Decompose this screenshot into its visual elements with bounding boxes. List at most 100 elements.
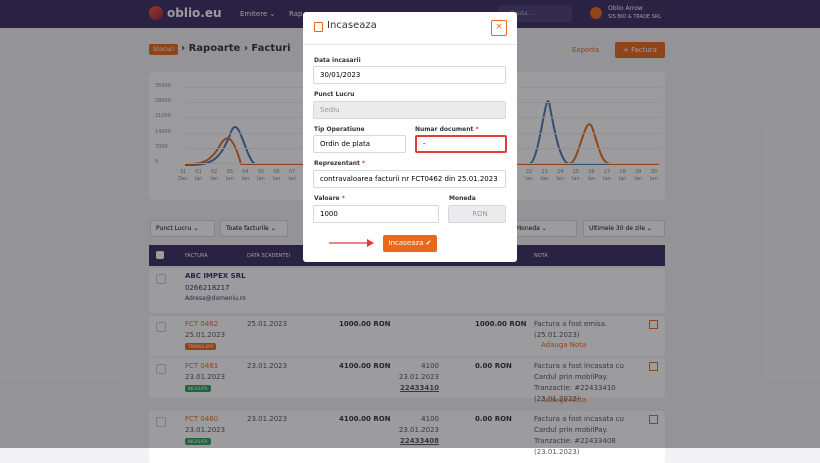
- invoice-number[interactable]: FCT 0460: [185, 415, 219, 423]
- remaining: 0.00 RON: [475, 362, 512, 370]
- checkbox[interactable]: [156, 364, 166, 374]
- payment: 23.01.2023: [398, 373, 439, 381]
- x-tick-label: 25: [572, 169, 579, 175]
- row-action[interactable]: [649, 362, 658, 371]
- status-badge: INCASATA: [185, 385, 211, 392]
- label: Reprezentant *: [314, 160, 365, 167]
- x-tick-label: 24: [557, 169, 564, 175]
- invoice-date: 23.01.2023: [185, 373, 226, 381]
- x-tick-label: Ian: [556, 176, 565, 182]
- label-text: Numar document: [415, 126, 474, 133]
- filter[interactable]: Ultimele 30 de zile ⌄: [583, 220, 665, 237]
- user-name: Oblio Arrow: [608, 5, 643, 12]
- doc-input[interactable]: -: [415, 135, 507, 153]
- required-mark: *: [362, 160, 366, 167]
- x-tick-label: 04: [242, 169, 249, 175]
- invoice-row: FCT 0461 23.01.2023 INCASATA 23.01.2023 4100…: [149, 358, 665, 404]
- x-tick-label: 22: [525, 169, 533, 175]
- arrow: [329, 239, 374, 247]
- x-tick-label: 02: [211, 169, 218, 175]
- th: FACTURA: [185, 253, 208, 259]
- client-name[interactable]: ABC IMPEX SRL: [185, 272, 246, 280]
- export-button[interactable]: Exporta: [572, 46, 600, 54]
- amount-input[interactable]: 1000: [313, 205, 439, 223]
- invoice-number[interactable]: FCT 0462: [185, 320, 219, 328]
- submit-button[interactable]: Incaseaza ✔: [383, 235, 437, 252]
- client-row: ABC IMPEX SRL 0266218217 Adresa@domeniu.…: [149, 268, 665, 313]
- payment: 22433410: [400, 384, 439, 392]
- x-tick-label: 26: [588, 169, 595, 175]
- x-tick-label: Ian: [210, 176, 219, 182]
- x-tick-label: Ian: [241, 176, 250, 182]
- label-text: Valoare: [314, 195, 340, 202]
- remaining: 0.00 RON: [475, 415, 512, 423]
- client-email: Adresa@domeniu.ro: [185, 295, 246, 302]
- y-tick-label: 14000: [155, 128, 171, 135]
- label: Tip Operatiune: [314, 126, 365, 133]
- y-tick-label: 0: [155, 159, 159, 165]
- add-note[interactable]: Adauga Nota: [541, 341, 587, 349]
- x-tick-label: 29: [635, 169, 642, 175]
- filter[interactable]: Toate facturile ⌄: [220, 220, 288, 237]
- checkbox[interactable]: [156, 274, 166, 284]
- logo[interactable]: oblio.eu: [167, 6, 222, 20]
- x-tick-label: 28: [619, 169, 626, 175]
- add-note[interactable]: Adauga Nota: [541, 396, 587, 404]
- payment: 4100: [421, 362, 439, 370]
- new-invoice-button[interactable]: + Factura: [615, 42, 665, 58]
- total: 4100.00 RON: [339, 362, 391, 370]
- type-select[interactable]: Ordin de plata: [313, 135, 406, 153]
- x-tick-label: 31: [179, 169, 187, 175]
- x-tick-label: Ian: [603, 176, 611, 182]
- rep-input[interactable]: contravaloarea facturii nr FCT0462 din 2…: [313, 170, 506, 188]
- due-date: 23.01.2023: [247, 362, 288, 370]
- note: Factura a fost emisa. (25.01.2023): [534, 320, 608, 339]
- y-tick-label: 7000: [155, 143, 168, 150]
- x-tick-label: Ian: [525, 176, 533, 182]
- filter[interactable]: Punct Lucru ⌄: [150, 220, 215, 237]
- required-mark: *: [341, 195, 345, 202]
- checkbox[interactable]: [156, 417, 166, 427]
- date-input[interactable]: 30/01/2023: [313, 66, 506, 84]
- x-tick-label: Dec: [178, 176, 188, 182]
- label: Punct Lucru: [314, 91, 355, 98]
- breadcrumb: › Rapoarte › Facturi: [181, 43, 291, 54]
- company: SIS BIO & TRADE SRL: [608, 14, 662, 20]
- invoice-date: 23.01.2023: [185, 426, 226, 434]
- label-text: Reprezentant: [314, 160, 360, 167]
- crumb[interactable]: Rapoarte: [188, 43, 241, 54]
- menu-item[interactable]: Emitere ⌄: [240, 10, 276, 18]
- breadcrumb-badge[interactable]: Stocuri: [149, 44, 179, 55]
- x-tick-label: 03: [226, 169, 233, 175]
- row-action[interactable]: [649, 320, 658, 329]
- payment: 4100: [421, 415, 439, 423]
- divider: [303, 44, 517, 45]
- currency-select: RON: [448, 205, 506, 223]
- row-action[interactable]: [649, 415, 658, 424]
- invoice-row: FCT 0462 25.01.2023 TRIMISA SPV 25.01.2023 1…: [149, 316, 665, 356]
- x-tick-label: Ian: [257, 176, 265, 182]
- required-mark: *: [475, 126, 479, 133]
- x-tick-label: Ian: [618, 176, 627, 182]
- avatar[interactable]: [590, 7, 602, 19]
- status-badge: INCASATA: [185, 438, 211, 445]
- remaining: 1000.00 RON: [475, 320, 527, 328]
- menu-item[interactable]: Rap: [289, 10, 303, 18]
- label: Numar document *: [415, 126, 479, 133]
- x-tick-label: 30: [650, 169, 657, 175]
- th: DATA SCADENTEI: [247, 253, 290, 259]
- x-tick-label: 01: [195, 169, 202, 175]
- invoice-number[interactable]: FCT 0461: [185, 362, 219, 370]
- x-tick-label: 06: [273, 169, 280, 175]
- x-tick-label: 05: [257, 169, 265, 175]
- due-date: 25.01.2023: [247, 320, 288, 328]
- payment: 22433408: [400, 437, 439, 445]
- crumb: Facturi: [251, 43, 291, 54]
- checkbox[interactable]: [156, 251, 164, 259]
- checkbox[interactable]: [156, 322, 166, 332]
- payment: 23.01.2023: [398, 426, 439, 434]
- filter[interactable]: Moneda ⌄: [510, 220, 577, 237]
- x-tick-label: 23: [541, 169, 548, 175]
- close-button[interactable]: ×: [491, 20, 507, 36]
